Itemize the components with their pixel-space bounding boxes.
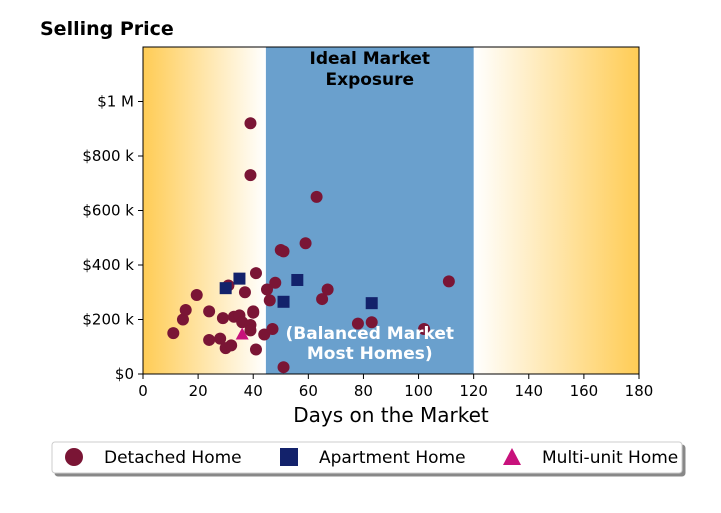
annotation-ideal-line1: Ideal Market bbox=[310, 49, 431, 69]
plot-background bbox=[143, 47, 639, 374]
point-apartment-2 bbox=[277, 295, 290, 308]
y-tick-label: $600 k bbox=[82, 202, 134, 220]
point-detached-32 bbox=[321, 283, 334, 296]
y-tick-label: $0 bbox=[115, 365, 134, 383]
point-detached-33 bbox=[351, 317, 364, 330]
y-tick-label: $400 k bbox=[82, 256, 134, 274]
y-tick-label: $800 k bbox=[82, 147, 134, 165]
legend-marker-apartment bbox=[280, 448, 298, 466]
x-axis-title: Days on the Market bbox=[293, 403, 489, 427]
point-detached-35 bbox=[418, 323, 431, 336]
legend-label-multiunit: Multi-unit Home bbox=[542, 448, 678, 468]
point-apartment-3 bbox=[291, 273, 304, 286]
legend-label-detached: Detached Home bbox=[104, 448, 242, 468]
point-detached-16 bbox=[244, 324, 257, 337]
point-detached-29 bbox=[299, 237, 312, 250]
x-tick-label: 80 bbox=[354, 382, 373, 400]
point-detached-3 bbox=[190, 288, 203, 301]
y-axis: $0 $200 k $400 k $600 k $800 k $1 M bbox=[82, 93, 143, 383]
point-detached-24 bbox=[266, 323, 279, 336]
point-detached-31 bbox=[316, 293, 329, 306]
x-tick-label: 120 bbox=[459, 382, 488, 400]
x-axis: 0 20 40 60 80 100 120 140 160 180 bbox=[138, 374, 653, 400]
point-detached-25 bbox=[269, 276, 282, 289]
point-detached-1 bbox=[176, 313, 189, 326]
legend-label-apartment: Apartment Home bbox=[319, 448, 466, 468]
x-tick-label: 160 bbox=[570, 382, 599, 400]
point-apartment-1 bbox=[233, 272, 246, 285]
point-detached-28 bbox=[277, 361, 290, 374]
point-detached-10 bbox=[225, 339, 238, 352]
point-detached-2 bbox=[179, 303, 192, 316]
data-points bbox=[167, 117, 455, 374]
point-detached-18 bbox=[247, 306, 260, 319]
annotation-ideal-line2: Exposure bbox=[326, 70, 415, 90]
legend-marker-multiunit bbox=[503, 448, 521, 465]
annotation-balanced-line2: Most Homes) bbox=[307, 344, 433, 364]
point-detached-30 bbox=[310, 190, 323, 203]
point-detached-6 bbox=[214, 332, 227, 345]
point-detached-37 bbox=[244, 117, 257, 130]
x-tick-label: 20 bbox=[189, 382, 208, 400]
right-gradient-region bbox=[473, 47, 639, 374]
point-detached-36 bbox=[442, 275, 455, 288]
point-detached-38 bbox=[244, 169, 257, 182]
y-tick-label: $1 M bbox=[97, 93, 134, 111]
y-axis-title: Selling Price bbox=[40, 18, 174, 40]
y-tick-label: $200 k bbox=[82, 311, 134, 329]
point-apartment-4 bbox=[365, 297, 378, 310]
annotation-balanced-line1: (Balanced Market bbox=[285, 324, 454, 344]
point-detached-23 bbox=[263, 294, 276, 307]
point-detached-27 bbox=[277, 245, 290, 258]
x-tick-label: 100 bbox=[404, 382, 433, 400]
point-multiunit-0 bbox=[235, 327, 249, 340]
legend: Detached Home Apartment Home Multi-unit … bbox=[51, 441, 683, 474]
point-detached-14 bbox=[238, 286, 251, 299]
x-tick-label: 0 bbox=[138, 382, 148, 400]
x-tick-label: 60 bbox=[299, 382, 318, 400]
point-detached-0 bbox=[167, 327, 180, 340]
x-tick-label: 180 bbox=[625, 382, 654, 400]
x-tick-label: 140 bbox=[514, 382, 543, 400]
point-detached-20 bbox=[249, 343, 262, 356]
legend-marker-detached bbox=[65, 448, 83, 466]
point-detached-19 bbox=[249, 267, 262, 280]
point-detached-34 bbox=[365, 316, 378, 329]
point-detached-7 bbox=[216, 312, 229, 325]
point-detached-4 bbox=[203, 333, 216, 346]
point-apartment-0 bbox=[219, 282, 232, 295]
point-detached-5 bbox=[203, 305, 216, 318]
x-tick-label: 40 bbox=[244, 382, 263, 400]
point-detached-22 bbox=[261, 283, 273, 296]
legend-box bbox=[51, 441, 683, 474]
